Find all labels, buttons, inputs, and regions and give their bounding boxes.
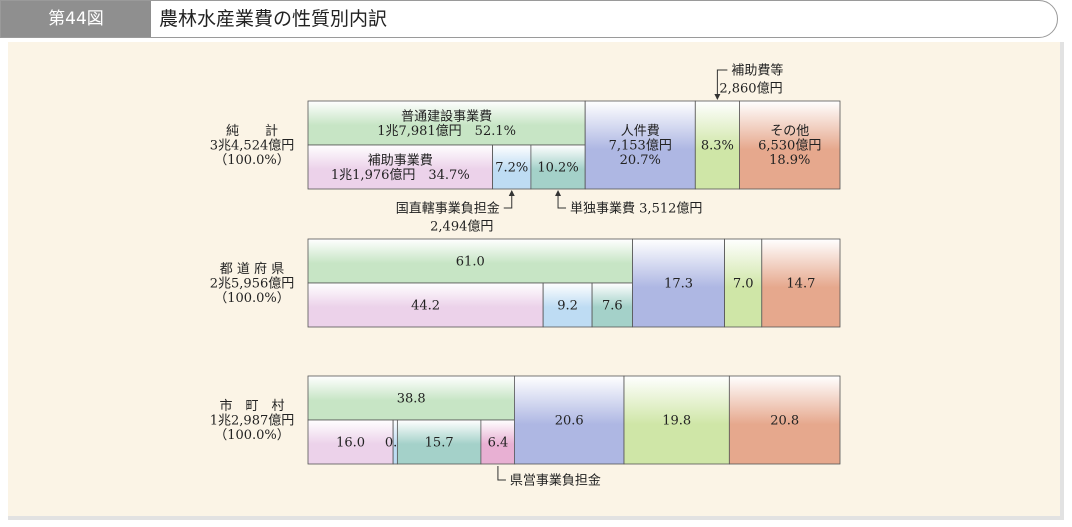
bar-segment-municipality-subsidies [623,375,730,465]
callout-arrow-tandoku [555,190,562,196]
callout-line-keiei [497,466,506,481]
data-label-prefecture-general-construction: 61.0 [456,255,485,270]
figure-title: 農林水産業費の性質別内訳 [159,8,388,30]
bar-segment-net-subsidized-project [307,144,494,190]
callout-arrow-hojohito [714,94,721,100]
callout-label-kunichokkatsu: 2,494億円 [430,219,493,235]
callout-label-hojohito: 補助費等 [731,63,783,79]
bar-segment-net-personnel [584,100,696,190]
bar-segment-municipality-independent-project [396,419,482,465]
bar-segment-net-national-direct-burden [492,144,532,190]
data-label-net-national-direct-burden: 7.2% [495,161,528,176]
bar-segment-prefecture-other [761,238,841,328]
data-label-municipality-subsidized-project: 16.0 [336,436,365,451]
callout-label-tandoku: 単独事業費 3,512億円 [570,201,702,217]
data-label-net-other: 18.9% [769,153,810,168]
data-label-net-general-construction: 1兆7,981億円 52.1% [377,123,516,139]
figure-number: 第44図 [1,1,151,37]
bar-segment-net-other [739,100,841,190]
bar-segment-prefecture-general-construction [307,238,633,284]
bar-segment-prefecture-subsidies [724,238,763,328]
row-label-net: （100.0%） [214,153,290,168]
data-label-net-other: その他 [770,124,809,139]
bar-segment-net-subsidies [694,100,740,190]
row-label-municipality: 市 町 村 [219,398,284,414]
data-label-municipality-general-construction: 38.8 [397,392,426,407]
data-label-prefecture-personnel: 17.3 [664,277,693,292]
data-label-net-subsidized-project: 補助事業費 [368,152,433,168]
row-label-prefecture: 2兆5,956億円 [210,276,295,292]
figure-header: 第44図 農林水産業費の性質別内訳 [0,0,1058,38]
bar-segment-municipality-other [728,375,841,465]
data-label-net-personnel: 20.7% [620,153,661,168]
callout-arrow-kunichokkatsu [508,190,515,196]
callout-label-keiei: 県営事業負担金 [510,473,601,489]
data-label-prefecture-subsidies: 7.0 [733,277,754,292]
data-label-municipality-independent-project: 15.7 [425,436,454,451]
data-label-prefecture-other: 14.7 [786,277,815,292]
data-label-net-general-construction: 普通建設事業費 [401,108,492,124]
callout-label-kunichokkatsu: 国直轄事業負担金 [396,201,500,217]
callout-line-hojohito [716,69,728,99]
bar-segment-municipality-subsidized-project [307,419,394,465]
bar-segment-municipality-personnel [514,375,625,465]
data-label-municipality-other: 20.8 [770,414,799,429]
bar-segment-prefecture-subsidized-project [307,282,544,328]
data-label-municipality-prefectural-project-burden: 6.4 [488,436,509,451]
row-label-prefecture: （100.0%） [214,291,290,306]
data-label-net-independent-project: 10.2% [537,161,578,176]
data-label-net-subsidies: 8.3% [701,139,734,154]
bar-segment-net-independent-project [530,144,586,190]
data-label-prefecture-subsidized-project: 44.2 [411,299,440,314]
data-label-net-subsidized-project: 1兆1,976億円 34.7% [331,167,470,183]
row-label-municipality: （100.0%） [214,428,290,443]
data-label-municipality-subsidies: 19.8 [662,414,691,429]
bar-segment-municipality-general-construction [307,375,515,421]
row-label-prefecture: 都 道 府 県 [220,262,284,277]
bar-segment-prefecture-personnel [632,238,725,328]
bar-segment-net-general-construction [307,100,586,146]
data-label-net-personnel: 7,153億円 [609,138,672,154]
callout-line-tandoku [557,191,567,209]
data-label-net-other: 6,530億円 [758,138,821,154]
row-label-net: 純 計 [226,123,278,139]
callout-label-hojohito: 2,860億円 [719,81,782,97]
bar-segment-prefecture-national-direct-burden [542,282,593,328]
data-label-net-personnel: 人件費 [621,124,660,139]
data-label-prefecture-national-direct-burden: 9.2 [557,299,578,314]
data-label-prefecture-independent-project: 7.6 [602,299,623,314]
bar-segment-prefecture-independent-project [591,282,633,328]
callout-line-kunichokkatsu [503,191,513,209]
row-label-municipality: 1兆2,987億円 [210,413,295,429]
row-label-net: 3兆4,524億円 [210,138,295,154]
data-label-municipality-personnel: 20.6 [555,414,584,429]
